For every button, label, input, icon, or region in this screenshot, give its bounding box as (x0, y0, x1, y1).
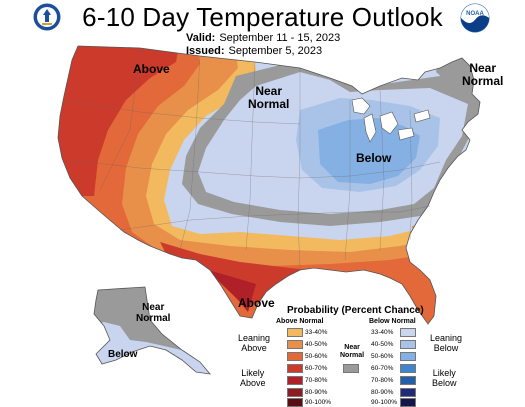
legend-title: Probability (Percent Chance) (287, 305, 424, 316)
legend-swatch-above-5 (287, 388, 303, 397)
legend-swatch-above-2 (287, 352, 303, 361)
legend-above-header: Above Normal (276, 318, 324, 325)
issued-label: Issued: (186, 45, 225, 57)
label-above-texas: Above (238, 296, 275, 310)
legend-swatch-above-6 (287, 398, 303, 407)
map-title: 6-10 Day Temperature Outlook (82, 2, 443, 32)
legend-range-below-5: 80-90% (371, 389, 394, 396)
legend-below-header: Below Normal (369, 318, 416, 325)
legend-range-above-1: 40-50% (305, 341, 328, 348)
legend-swatch-near-normal (343, 364, 359, 373)
legend-range-above-5: 80-90% (305, 389, 328, 396)
label-below-great-lakes: Below (356, 151, 392, 165)
label-above-northwest: Above (133, 62, 170, 76)
label-near-normal-northeast: Near Normal (462, 61, 504, 88)
noaa-logo-icon: NOAA (460, 3, 490, 33)
legend-range-above-2: 50-60% (305, 353, 328, 360)
legend-range-below-4: 70-80% (371, 377, 394, 384)
legend-range-above-3: 60-70% (305, 365, 328, 372)
doc-seal-icon (33, 3, 61, 31)
legend-leaning-below: Leaning Below (430, 333, 463, 353)
label-below-alaska: Below (108, 349, 138, 360)
legend-swatch-above-3 (287, 364, 303, 373)
legend-swatch-below-0 (400, 328, 416, 337)
legend-range-below-2: 50-60% (371, 353, 394, 360)
legend-near-normal-label: Near Normal (340, 344, 365, 359)
legend-likely-above: Likely Above (240, 368, 266, 388)
legend-swatch-below-1 (400, 340, 416, 349)
legend-range-below-6: 90-100% (371, 399, 398, 406)
legend-swatch-below-2 (400, 352, 416, 361)
noaa-logo-text: NOAA (466, 11, 484, 17)
legend-likely-below: Likely Below (432, 368, 457, 388)
legend-swatch-below-6 (400, 398, 416, 407)
legend-range-below-3: 60-70% (371, 365, 394, 372)
date-block: Valid: September 11 - 15, 2023 Issued: Sep… (186, 32, 340, 58)
legend-range-above-0: 33-40% (305, 329, 328, 336)
label-near-normal-alaska: Near Normal (136, 302, 171, 324)
label-near-normal-north: Near Normal (248, 84, 290, 111)
legend-swatch-below-4 (400, 376, 416, 385)
legend-range-above-4: 70-80% (305, 377, 328, 384)
issued-date: September 5, 2023 (228, 45, 323, 57)
legend-range-below-1: 40-50% (371, 341, 394, 348)
legend-swatch-below-5 (400, 388, 416, 397)
legend-range-below-0: 33-40% (371, 329, 394, 336)
legend-swatch-above-4 (287, 376, 303, 385)
legend-range-above-6: 90-100% (305, 399, 332, 406)
legend-swatch-above-0 (287, 328, 303, 337)
valid-dates: September 11 - 15, 2023 (219, 32, 341, 44)
legend-swatch-above-1 (287, 340, 303, 349)
legend-swatch-below-3 (400, 364, 416, 373)
valid-label: Valid: (186, 32, 216, 44)
legend-leaning-above: Leaning Above (238, 333, 271, 353)
